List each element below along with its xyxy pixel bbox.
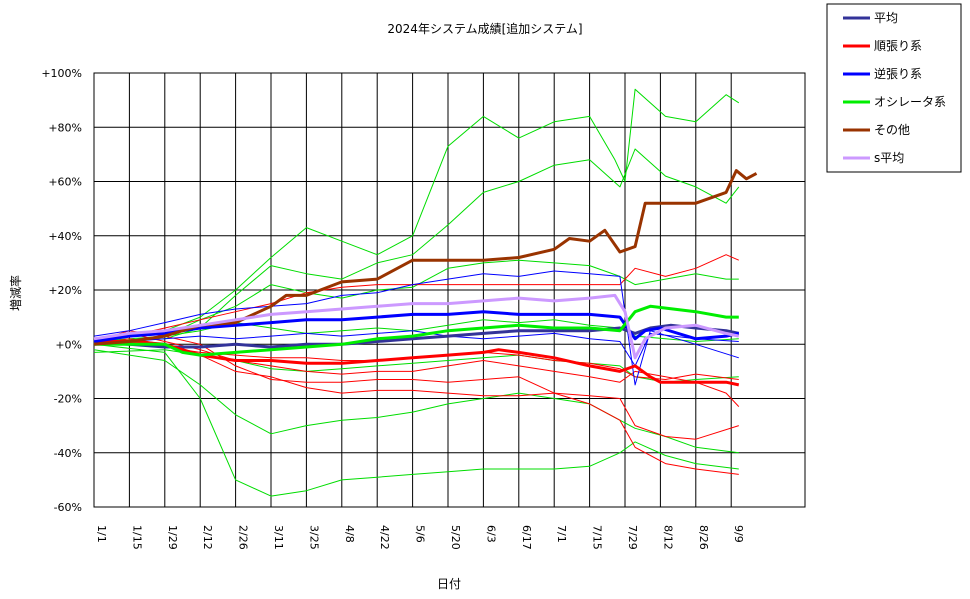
legend-label: 平均 — [874, 11, 898, 25]
x-tick-label: 4/22 — [378, 525, 391, 550]
thin-series-line — [93, 259, 739, 345]
y-tick-label: +100% — [41, 67, 82, 80]
legend-label: その他 — [874, 123, 910, 137]
series-lines — [93, 88, 758, 497]
x-tick-label: 3/25 — [307, 525, 320, 550]
legend-label: s平均 — [874, 151, 904, 165]
y-axis-label: 増減率 — [8, 275, 23, 311]
y-tick-label: +20% — [48, 284, 82, 297]
legend-box — [826, 3, 962, 173]
x-tick-label: 1/1 — [95, 525, 108, 543]
chart-title: 2024年システム成績[追加システム] — [387, 21, 582, 36]
x-tick-label: 6/3 — [484, 525, 497, 543]
x-tick-label: 8/26 — [697, 525, 710, 550]
x-axis-ticks: 1/1 1/15 1/29 2/12 2/26 3/11 3/25 4/8 4/22 5/6 5/2… — [95, 525, 745, 550]
series-line — [94, 304, 739, 357]
y-tick-label: -40% — [54, 447, 82, 460]
y-tick-label: +40% — [48, 230, 82, 243]
thin-series-line — [93, 338, 739, 440]
x-tick-label: 7/1 — [555, 525, 568, 543]
x-tick-label: 7/29 — [626, 525, 639, 550]
thin-series-line — [93, 148, 740, 342]
x-tick-label: 3/11 — [272, 525, 285, 550]
x-tick-label: 2/12 — [201, 525, 214, 550]
thin-series-line — [93, 254, 739, 342]
x-tick-label: 8/12 — [661, 525, 674, 550]
legend-label: オシレータ系 — [874, 95, 946, 109]
thin-series-line — [93, 343, 739, 497]
x-tick-label: 9/9 — [732, 525, 745, 543]
x-tick-label: 7/15 — [591, 525, 604, 550]
series-line — [93, 293, 740, 360]
y-tick-label: +60% — [48, 176, 82, 189]
thin-series-line — [93, 349, 739, 454]
y-tick-label: -20% — [54, 393, 82, 406]
x-tick-label: 4/8 — [343, 525, 356, 543]
y-tick-label: -60% — [54, 501, 82, 514]
y-axis-ticks: -60% -40% -20% +0% +20% +40% +60% +80% +100% — [41, 67, 82, 514]
series-line — [93, 310, 740, 343]
x-tick-label: 2/26 — [237, 525, 250, 550]
y-tick-label: +0% — [55, 338, 82, 351]
grid — [93, 72, 805, 508]
x-tick-label: 6/17 — [520, 525, 533, 550]
x-tick-label: 5/20 — [449, 525, 462, 550]
legend-label: 順張り系 — [874, 39, 922, 53]
legend-label: 逆張り系 — [874, 66, 922, 81]
y-tick-label: +80% — [48, 121, 82, 134]
x-tick-label: 5/6 — [414, 525, 427, 543]
x-tick-label: 1/15 — [130, 525, 143, 550]
thin-series-line — [93, 88, 740, 340]
x-tick-label: 1/29 — [166, 525, 179, 550]
x-axis-label: 日付 — [437, 577, 461, 591]
